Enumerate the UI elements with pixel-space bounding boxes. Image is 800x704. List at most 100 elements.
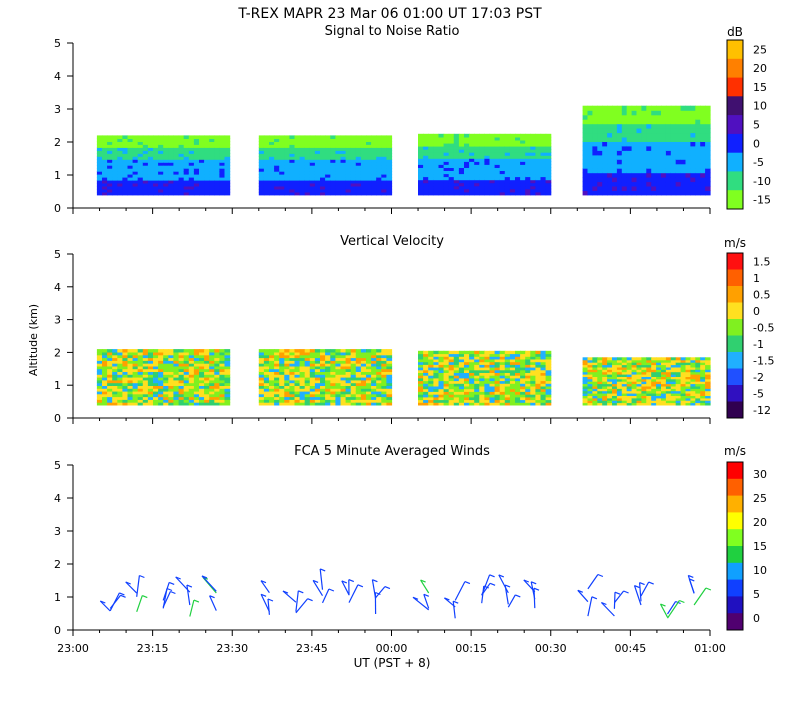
heatmap-cell [597,168,603,173]
heatmap-cell [651,190,657,195]
heatmap-cell [676,146,682,151]
heatmap-cell [637,181,643,186]
heatmap-cell [651,124,657,129]
heatmap-cell [676,150,682,155]
heatmap-cell [588,190,594,195]
wind-barb [614,592,615,609]
heatmap-cell [225,135,231,139]
heatmap-cell [588,146,594,151]
heatmap-cell [690,181,696,186]
colorbar-label: 5 [753,119,760,132]
heatmap-cell [259,349,265,352]
heatmap-cell [632,106,638,111]
heatmap-cell [637,115,643,120]
heatmap-cell [686,137,692,142]
heatmap-cell [690,146,696,151]
heatmap-cell [583,146,589,151]
colorbar-swatch [727,59,743,78]
heatmap-cell [305,135,311,139]
heatmap-cell [637,177,643,182]
heatmap-cell [671,137,677,142]
heatmap-cell [602,115,608,120]
heatmap-cell [666,150,672,155]
heatmap-cell [681,159,687,164]
heatmap-cell [666,159,672,164]
heatmap-cell [607,150,613,155]
heatmap-cell [681,181,687,186]
heatmap-cell [479,134,485,138]
heatmap-cell [700,137,706,142]
heatmap-cell [597,357,603,360]
heatmap-cell [641,159,647,164]
heatmap-cell [661,168,667,173]
heatmap-cell [700,141,706,146]
heatmap-cell [656,110,662,115]
heatmap-cell [592,141,598,146]
heatmap-cell [686,150,692,155]
wind-barb [453,601,455,618]
heatmap-cell [676,137,682,142]
heatmap-cell [695,115,701,120]
heatmap-cell [376,135,382,139]
y-tick-label: 0 [54,624,61,637]
wind-barb [126,582,137,593]
heatmap-cell [671,141,677,146]
colorbar-swatch [727,596,743,613]
heatmap-cell [666,168,672,173]
colorbar-label: -2 [753,371,764,384]
heatmap-cell [597,155,603,160]
heatmap-cell [705,155,711,160]
heatmap-cell [656,150,662,155]
heatmap-cell [632,110,638,115]
heatmap-cell [607,137,613,142]
heatmap-cell [366,135,372,139]
colorbar: m/s1.510.50-0.5-1-1.5-2-5-12 [724,236,774,419]
heatmap-cell [641,190,647,195]
heatmap-cell [686,146,692,151]
colorbar-label: -10 [753,175,771,188]
heatmap-cell [356,349,362,352]
heatmap-cell [646,150,652,155]
heatmap-cell [583,190,589,195]
heatmap-cell [607,177,613,182]
heatmap-cell [622,190,628,195]
heatmap-cell [588,155,594,160]
heatmap-cell [607,115,613,120]
heatmap-cell [661,119,667,124]
heatmap-cell [632,132,638,137]
heatmap-cell [671,357,677,360]
heatmap-cell [681,357,687,360]
heatmap-cell [671,128,677,133]
heatmap-cell [361,135,367,139]
heatmap-cell [661,150,667,155]
heatmap-cell [346,349,352,352]
heatmap-cell [646,164,652,169]
wind-barb-flag [490,583,495,585]
heatmap-cell [602,159,608,164]
heatmap-cell [168,135,174,139]
heatmap-cell [627,137,633,142]
heatmap-cell [681,146,687,151]
heatmap-cell [646,119,652,124]
heatmap-cell [583,168,589,173]
heatmap-cell [627,106,633,111]
colorbar-swatch [727,369,743,386]
heatmap-cell [700,177,706,182]
heatmap-cell [500,134,506,138]
y-tick-label: 3 [54,103,61,116]
heatmap-cell [671,155,677,160]
heatmap-cell [646,159,652,164]
wind-barb-flag [534,588,539,590]
heatmap-cell [102,135,108,139]
heatmap-cell [583,159,589,164]
heatmap-cell [676,132,682,137]
heatmap-cell [671,181,677,186]
x-tick-label: 00:30 [535,642,567,655]
data-block [259,349,392,405]
wind-barb-flag [640,583,645,585]
heatmap-cell [651,132,657,137]
heatmap-cell [681,141,687,146]
heatmap-cell [651,181,657,186]
colorbar-label: -5 [753,156,764,169]
